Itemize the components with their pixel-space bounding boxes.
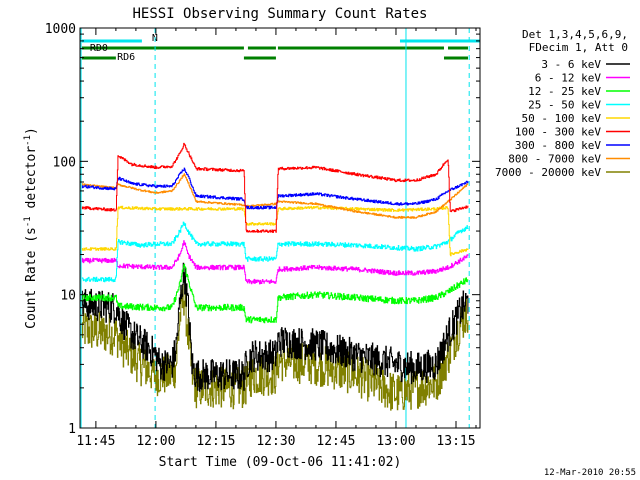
y-axis-label-sup2: -1: [23, 135, 33, 146]
legend-entry-label: 300 - 800 keV: [515, 139, 601, 152]
y-tick-label: 100: [53, 155, 76, 170]
x-tick-label: 13:15: [436, 434, 475, 449]
series-line: [81, 167, 469, 210]
legend-header-line: FDecim 1, Att 0: [529, 41, 628, 54]
series-line: [81, 263, 469, 324]
legend-entry-label: 25 - 50 keV: [528, 99, 601, 112]
series-line: [81, 262, 469, 392]
flag-label-rd6: RD6: [117, 52, 135, 63]
legend-entry-label: 3 - 6 keV: [541, 58, 601, 71]
series-line: [81, 221, 469, 283]
legend: Det 1,3,4,5,6,9,FDecim 1, Att 0 3 - 6 keV…: [495, 28, 630, 179]
y-tick-label: 1: [68, 422, 76, 437]
footer-date: 12-Mar-2010 20:55: [544, 468, 636, 478]
series-line: [81, 284, 469, 411]
y-tick-label: 1000: [45, 22, 76, 37]
x-axis-label: Start Time (09-Oct-06 11:41:02): [159, 455, 402, 470]
series-line: [81, 142, 469, 233]
y-axis-label: Count Rate (s-1 detector-1): [23, 127, 39, 329]
legend-header-line: Det 1,3,4,5,6,9,: [522, 28, 628, 41]
chart-title: HESSI Observing Summary Count Rates: [132, 6, 427, 22]
y-tick-label: 10: [60, 289, 76, 304]
x-tick-label: 11:45: [76, 434, 115, 449]
legend-entry-label: 7000 - 20000 keV: [495, 166, 601, 179]
axes: 11:45 12:00 12:15 12:30 12:45 13:00 13:15 1 10 10…: [45, 22, 480, 449]
y-axis-label-mid: detector: [24, 146, 39, 217]
legend-entry-label: 50 - 100 keV: [522, 112, 602, 125]
y-axis-label-main: Count Rate (s: [24, 227, 39, 329]
legend-entry-label: 12 - 25 keV: [528, 85, 601, 98]
legend-entry-label: 6 - 12 keV: [535, 72, 602, 85]
series-line: [81, 240, 469, 285]
x-tick-label: 12:45: [316, 434, 355, 449]
flag-label-rd0: RD0: [90, 43, 108, 54]
x-tick-label: 12:30: [256, 434, 295, 449]
y-axis-label-sup1: -1: [23, 216, 33, 227]
x-tick-label: 12:15: [196, 434, 235, 449]
flag-bars: NRD0RD6: [81, 33, 480, 63]
y-axis-label-end: ): [24, 127, 39, 135]
series-line: [81, 173, 469, 219]
plot-frame: [79, 27, 481, 429]
legend-entry-label: 100 - 300 keV: [515, 126, 601, 139]
x-tick-label: 12:00: [136, 434, 175, 449]
legend-entry-label: 800 - 7000 keV: [508, 153, 601, 166]
series-lines: [81, 142, 469, 411]
x-tick-label: 13:00: [376, 434, 415, 449]
